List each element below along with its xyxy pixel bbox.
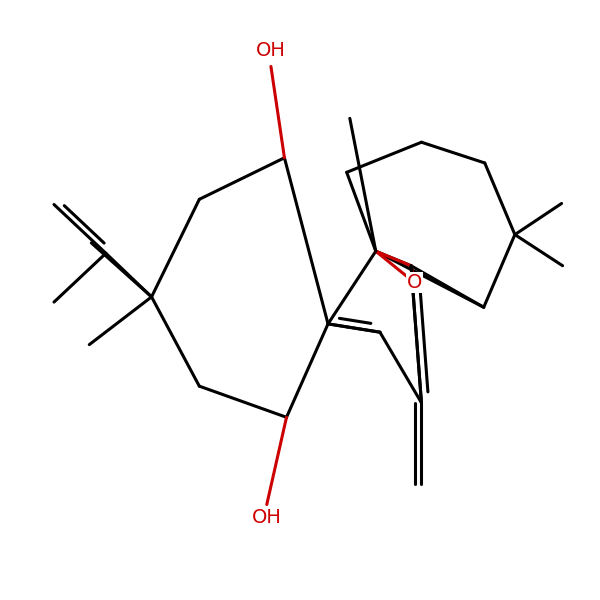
Text: OH: OH [256,41,286,61]
Text: OH: OH [252,508,282,527]
Text: O: O [406,273,422,292]
